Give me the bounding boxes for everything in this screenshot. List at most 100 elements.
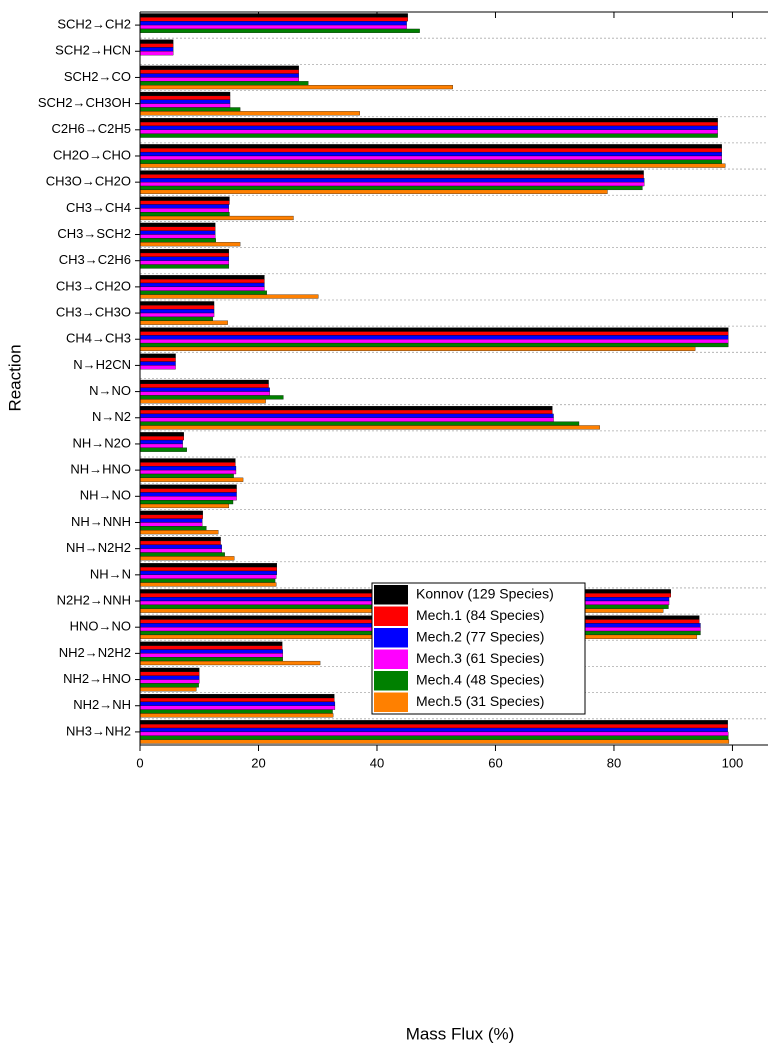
x-tick-label: 0 <box>136 755 143 770</box>
y-tick-label: SCH2→CO <box>64 69 131 84</box>
y-tick-label: N→NO <box>89 383 131 398</box>
bar <box>139 189 608 194</box>
y-tick-label: HNO→NO <box>70 619 131 634</box>
bar <box>139 675 200 680</box>
bar <box>139 144 722 149</box>
legend-label: Konnov (129 Species) <box>416 585 554 601</box>
bar <box>139 683 199 688</box>
bar <box>139 514 203 519</box>
bar <box>139 215 294 221</box>
bar <box>139 739 730 744</box>
x-tick-label: 60 <box>488 755 502 770</box>
bar <box>139 735 729 740</box>
bar <box>139 170 644 175</box>
bar <box>139 496 237 501</box>
bar <box>139 118 718 123</box>
bar <box>139 155 722 160</box>
bar <box>139 242 241 247</box>
bar <box>139 230 216 235</box>
bar <box>139 275 265 280</box>
legend: Konnov (129 Species) Mech.1 (84 Species) M… <box>371 582 586 715</box>
bar <box>139 510 203 515</box>
bar <box>139 163 726 168</box>
y-tick-label: CH3→C2H6 <box>59 252 131 267</box>
bar <box>139 391 270 396</box>
y-tick-label: NH→NO <box>80 488 131 503</box>
bar <box>139 731 729 736</box>
bar <box>139 641 283 646</box>
bar <box>139 566 278 572</box>
legend-box <box>371 582 586 715</box>
bar <box>139 69 299 74</box>
legend-swatch <box>374 649 408 669</box>
bar <box>139 159 722 164</box>
legend-label: Mech.3 (61 Species) <box>416 650 544 666</box>
bar <box>139 492 237 497</box>
x-tick-label: 40 <box>370 755 384 770</box>
bar <box>139 95 231 100</box>
bar <box>139 417 554 422</box>
bar <box>139 518 203 523</box>
bar <box>139 286 265 291</box>
bar <box>139 248 230 254</box>
legend-label: Mech.1 (84 Species) <box>416 607 544 623</box>
bar <box>139 24 407 30</box>
y-tick-label: SCH2→CH3OH <box>38 95 131 110</box>
bar <box>139 21 407 26</box>
y-tick-label: N→H2CN <box>73 357 131 372</box>
bar <box>139 39 174 44</box>
legend-swatch <box>374 585 408 605</box>
bar <box>139 379 269 385</box>
legend-label: Mech.4 (48 Species) <box>416 671 544 687</box>
bar <box>139 458 236 463</box>
y-tick-label: NH→N <box>90 566 131 581</box>
bar <box>139 387 270 392</box>
y-tick-label: N2H2→NNH <box>57 592 131 607</box>
bar <box>139 309 215 314</box>
bar <box>139 413 554 418</box>
bar <box>139 713 334 718</box>
bar <box>139 526 207 531</box>
bar <box>139 383 269 388</box>
bar <box>139 335 729 340</box>
bar <box>139 65 299 70</box>
bar <box>139 43 174 48</box>
bar <box>139 294 319 299</box>
bar <box>139 305 215 310</box>
bar <box>139 667 200 672</box>
bar <box>139 226 216 231</box>
bar <box>139 649 283 654</box>
bar <box>139 282 265 288</box>
bar <box>139 395 284 400</box>
bar <box>139 552 225 557</box>
bar <box>139 727 728 733</box>
bar <box>139 200 230 205</box>
bar <box>139 469 237 475</box>
bar <box>139 81 309 86</box>
bar <box>139 252 230 257</box>
x-tick-label: 20 <box>251 755 265 770</box>
bar <box>139 148 722 153</box>
y-tick-label: N→N2 <box>92 409 131 424</box>
bar <box>139 17 408 22</box>
bar <box>139 320 228 325</box>
y-tick-label: CH3O→CH2O <box>46 174 131 189</box>
legend-swatch <box>374 628 408 648</box>
bar <box>139 47 174 52</box>
bar <box>139 701 336 706</box>
bar <box>139 178 645 183</box>
bar <box>139 500 234 505</box>
bar <box>139 365 176 370</box>
bar <box>139 536 221 542</box>
bar <box>139 697 335 703</box>
bar <box>139 357 176 362</box>
y-tick-label: CH2O→CHO <box>53 147 131 162</box>
bar <box>139 530 219 535</box>
bar <box>139 671 200 676</box>
bar <box>139 204 230 209</box>
bar <box>139 473 234 479</box>
y-tick-label: NH2→HNO <box>63 671 131 686</box>
bar <box>139 432 184 437</box>
bar <box>139 174 644 179</box>
